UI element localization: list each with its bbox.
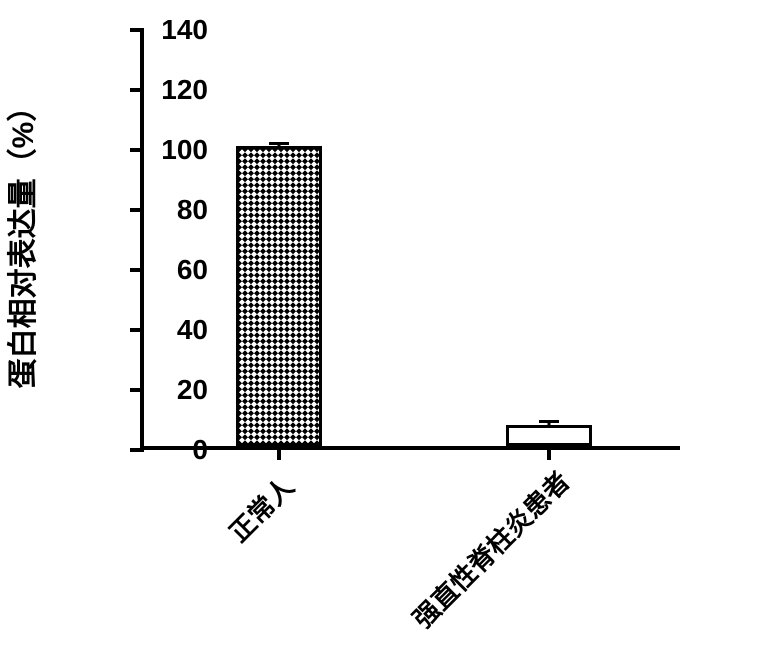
chart-container: 蛋白相对表达量（%） 0 20 40 60 80 100 120 140 正常人强直性脊柱炎患者 — [0, 0, 766, 667]
x-tick-label: 强直性脊柱炎患者 — [404, 468, 572, 636]
x-tick-label: 正常人 — [134, 468, 302, 636]
bar — [506, 425, 592, 446]
y-tick-label: 60 — [177, 254, 208, 286]
error-cap — [539, 420, 559, 423]
y-tick — [130, 388, 144, 392]
y-tick-label: 40 — [177, 314, 208, 346]
y-tick — [130, 148, 144, 152]
y-tick-label: 20 — [177, 374, 208, 406]
y-axis-label: 蛋白相对表达量（%） — [0, 92, 42, 389]
y-tick-label: 140 — [161, 14, 208, 46]
bar — [236, 146, 322, 446]
y-tick-label: 100 — [161, 134, 208, 166]
y-tick — [130, 88, 144, 92]
x-tick — [547, 446, 551, 460]
y-tick — [130, 268, 144, 272]
y-tick — [130, 208, 144, 212]
y-tick — [130, 448, 144, 452]
x-tick — [277, 446, 281, 460]
y-tick — [130, 28, 144, 32]
y-tick — [130, 328, 144, 332]
plot-area — [140, 30, 680, 450]
y-tick-label: 80 — [177, 194, 208, 226]
error-cap — [269, 142, 289, 145]
y-tick-label: 0 — [192, 434, 208, 466]
y-tick-label: 120 — [161, 74, 208, 106]
